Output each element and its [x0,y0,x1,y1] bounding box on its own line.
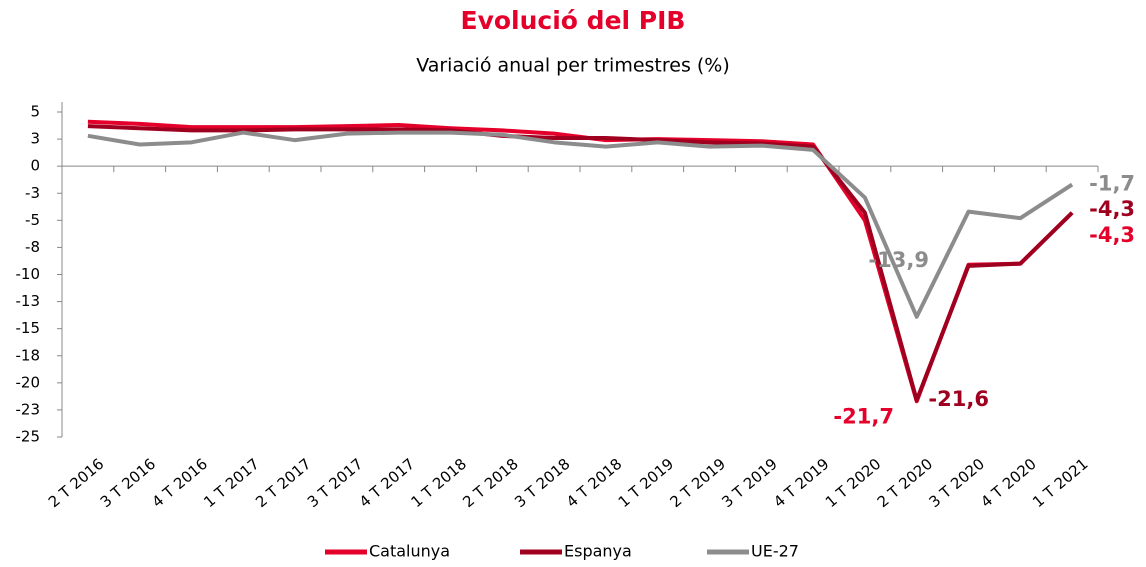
data-label: -4,3 [1089,197,1135,221]
y-tick-label: -10 [16,265,41,283]
x-tick-label: 4 T 2017 [356,455,418,511]
y-tick-label: -5 [25,211,40,229]
x-tick-label: 3 T 2019 [718,455,780,511]
y-tick-label: -23 [16,400,41,418]
data-label: -1,7 [1089,172,1135,196]
x-tick-label: 1 T 2020 [822,455,884,511]
x-tick-label: 2 T 2016 [45,455,107,511]
data-label: -21,6 [928,387,989,411]
y-tick-label: -18 [16,346,41,364]
data-label: -4,3 [1089,223,1135,247]
x-tick-label: 2 T 2019 [667,455,729,511]
y-tick-label: 0 [30,157,40,175]
x-tick-label: 3 T 2018 [511,455,573,511]
y-tick-label: -8 [25,238,40,256]
legend-label: Espanya [564,542,632,561]
x-tick-label: 3 T 2017 [304,455,366,511]
x-tick-label: 2 T 2017 [252,455,314,511]
y-tick-label: -13 [16,292,41,310]
x-tick-label: 1 T 2018 [408,455,470,511]
x-tick-label: 3 T 2020 [926,455,988,511]
legend-label: Catalunya [369,542,450,561]
x-tick-label: 1 T 2017 [200,455,262,511]
chart-title: Evolució del PIB [461,6,686,35]
y-tick-label: 3 [30,130,40,148]
legend-label: UE-27 [751,542,799,561]
x-tick-label: 2 T 2020 [874,455,936,511]
x-tick-label: 4 T 2019 [770,455,832,511]
x-tick-label: 4 T 2018 [563,455,625,511]
series-line [87,124,1074,403]
x-tick-label: 1 T 2021 [1029,455,1091,511]
x-tick-label: 4 T 2020 [977,455,1039,511]
y-tick-label: -3 [25,184,40,202]
x-tick-label: 1 T 2019 [615,455,677,511]
x-tick-label: 4 T 2016 [149,455,211,511]
chart-subtitle: Variació anual per trimestres (%) [416,55,730,77]
y-tick-label: 5 [30,103,40,121]
data-label: -21,7 [833,404,894,428]
y-tick-label: -20 [16,373,41,391]
x-tick-label: 3 T 2016 [97,455,159,511]
y-tick-label: -15 [16,319,41,337]
series-line [87,130,1074,319]
y-tick-label: -25 [16,428,41,446]
data-label: -13,9 [868,248,929,272]
x-tick-label: 2 T 2018 [459,455,521,511]
